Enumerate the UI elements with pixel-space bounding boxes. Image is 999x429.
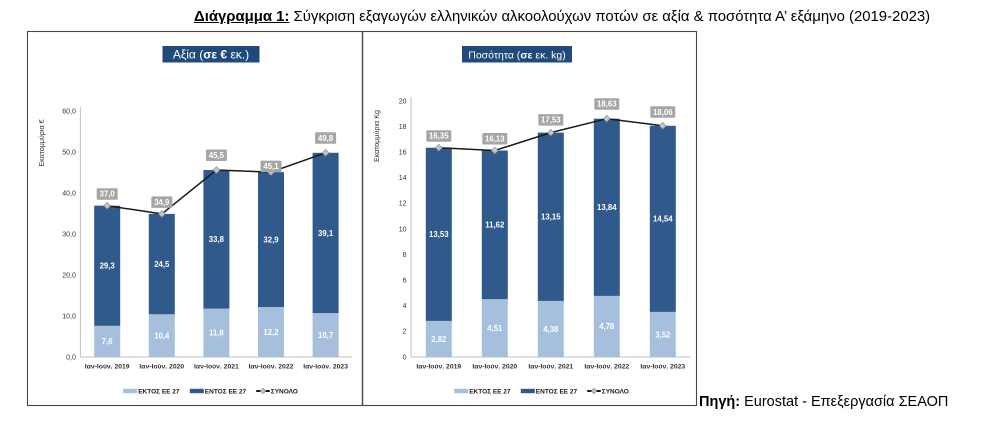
svg-text:16,13: 16,13: [485, 135, 505, 144]
svg-text:2: 2: [403, 329, 407, 336]
svg-text:Εκατομμύρια €: Εκατομμύρια €: [37, 119, 46, 166]
svg-text:4,38: 4,38: [543, 325, 559, 334]
svg-text:20: 20: [399, 98, 407, 105]
svg-text:49,8: 49,8: [318, 134, 334, 143]
svg-text:6: 6: [403, 278, 407, 285]
svg-text:ΕΝΤΟΣ ΕΕ 27: ΕΝΤΟΣ ΕΕ 27: [205, 388, 247, 395]
svg-text:33,8: 33,8: [209, 235, 225, 244]
svg-text:Ιαν-Ιούν. 2019: Ιαν-Ιούν. 2019: [85, 364, 130, 371]
svg-text:ΕΚΤΟΣ ΕΕ 27: ΕΚΤΟΣ ΕΕ 27: [138, 388, 180, 395]
svg-text:11,62: 11,62: [485, 221, 505, 230]
svg-text:Ιαν-Ιούν. 2022: Ιαν-Ιούν. 2022: [584, 364, 629, 371]
svg-text:11,8: 11,8: [209, 329, 224, 338]
svg-text:34,9: 34,9: [154, 198, 170, 207]
svg-text:10,7: 10,7: [318, 331, 333, 340]
svg-text:4: 4: [403, 303, 407, 310]
svg-text:60,0: 60,0: [62, 108, 76, 115]
svg-text:0,0: 0,0: [66, 354, 76, 361]
svg-text:17,53: 17,53: [541, 116, 561, 125]
svg-text:Ιαν-Ιούν. 2022: Ιαν-Ιούν. 2022: [249, 364, 294, 371]
svg-text:39,1: 39,1: [318, 229, 334, 238]
svg-text:29,3: 29,3: [100, 262, 116, 271]
svg-text:Ιαν-Ιούν. 2020: Ιαν-Ιούν. 2020: [139, 364, 184, 371]
svg-text:32,9: 32,9: [263, 235, 279, 244]
svg-text:Ιαν-Ιούν. 2021: Ιαν-Ιούν. 2021: [194, 364, 239, 371]
svg-text:45,5: 45,5: [209, 151, 225, 160]
svg-text:ΕΝΤΟΣ ΕΕ 27: ΕΝΤΟΣ ΕΕ 27: [536, 388, 578, 395]
svg-text:24,5: 24,5: [154, 260, 170, 269]
svg-text:12: 12: [399, 201, 407, 208]
svg-text:10,4: 10,4: [154, 332, 170, 341]
svg-text:Ιαν-Ιούν. 2023: Ιαν-Ιούν. 2023: [303, 364, 348, 371]
svg-text:Ιαν-Ιούν. 2020: Ιαν-Ιούν. 2020: [472, 364, 517, 371]
svg-text:30,0: 30,0: [62, 231, 76, 238]
svg-text:13,84: 13,84: [597, 203, 617, 212]
svg-text:37,0: 37,0: [100, 190, 116, 199]
svg-text:14: 14: [399, 175, 407, 182]
svg-text:10,0: 10,0: [62, 313, 76, 320]
svg-text:50,0: 50,0: [62, 149, 76, 156]
svg-text:4,51: 4,51: [487, 324, 503, 333]
svg-text:18: 18: [399, 124, 407, 131]
svg-text:13,15: 13,15: [541, 213, 561, 222]
svg-text:ΕΚΤΟΣ ΕΕ 27: ΕΚΤΟΣ ΕΕ 27: [469, 388, 511, 395]
svg-text:14,54: 14,54: [653, 215, 673, 224]
svg-text:20,0: 20,0: [62, 272, 76, 279]
svg-text:Ιαν-Ιούν. 2019: Ιαν-Ιούν. 2019: [416, 364, 461, 371]
svg-text:Ποσότητα (σε εκ. kg): Ποσότητα (σε εκ. kg): [468, 49, 566, 61]
svg-text:3,52: 3,52: [655, 330, 671, 339]
svg-text:45,1: 45,1: [263, 162, 279, 171]
svg-text:Ιαν-Ιούν. 2023: Ιαν-Ιούν. 2023: [640, 364, 685, 371]
svg-text:4,78: 4,78: [599, 322, 615, 331]
svg-text:Αξία (σε € εκ.): Αξία (σε € εκ.): [173, 47, 249, 61]
svg-text:Εκατομμύρια Kg: Εκατομμύρια Kg: [372, 110, 381, 162]
svg-text:8: 8: [403, 252, 407, 259]
svg-text:18,06: 18,06: [653, 108, 673, 117]
svg-text:7,6: 7,6: [102, 337, 114, 346]
svg-text:40,0: 40,0: [62, 190, 76, 197]
svg-text:18,63: 18,63: [597, 100, 617, 109]
svg-text:Ιαν-Ιούν. 2021: Ιαν-Ιούν. 2021: [528, 364, 573, 371]
svg-text:12,2: 12,2: [263, 328, 279, 337]
svg-text:ΣΥΝΟΛΟ: ΣΥΝΟΛΟ: [271, 388, 298, 395]
svg-text:13,53: 13,53: [429, 230, 449, 239]
svg-text:2,82: 2,82: [431, 335, 447, 344]
svg-text:10: 10: [399, 226, 407, 233]
svg-text:16: 16: [399, 150, 407, 157]
svg-text:16,35: 16,35: [429, 132, 449, 141]
svg-text:0: 0: [403, 354, 407, 361]
svg-text:ΣΥΝΟΛΟ: ΣΥΝΟΛΟ: [602, 388, 629, 395]
